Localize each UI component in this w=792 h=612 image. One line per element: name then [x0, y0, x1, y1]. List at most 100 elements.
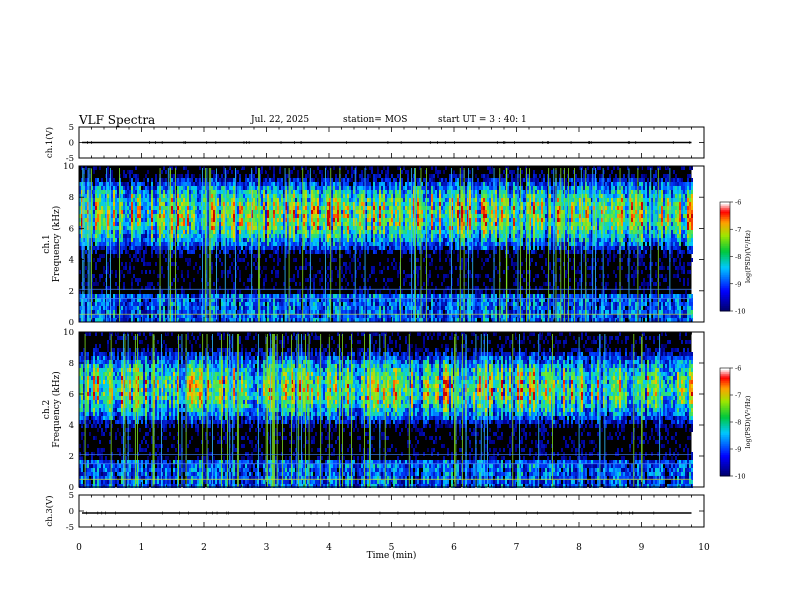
spectrogram-cell [387, 214, 389, 218]
spectrogram-cell [95, 246, 97, 250]
spectrogram-cell [363, 246, 365, 250]
spectrogram-cell [223, 182, 225, 186]
spectrogram-cell [277, 270, 279, 274]
spectrogram-cell [293, 310, 295, 314]
spectrogram-cell [131, 214, 133, 218]
spectrogram-cell [143, 254, 145, 258]
spectrogram-cell [97, 298, 99, 302]
spectrogram-cell [255, 198, 257, 202]
spectrogram-cell [253, 202, 255, 206]
spectrogram-cell [293, 278, 295, 282]
spectrogram-cell [109, 230, 111, 234]
spectrogram-cell [369, 318, 371, 322]
spectrogram-cell [105, 174, 107, 178]
spectrogram-cell [297, 210, 299, 214]
spectrogram-cell [149, 226, 151, 230]
spectrogram-cell [295, 198, 297, 202]
spectrogram-cell [107, 306, 109, 310]
spectrogram-cell [241, 318, 243, 322]
spectrogram-cell [125, 310, 127, 314]
spectrogram-cell [313, 318, 315, 322]
spectrogram-cell [101, 182, 103, 186]
spectrogram-cell [365, 186, 367, 190]
spectrogram-cell [389, 198, 391, 202]
spectrogram-cell [119, 278, 121, 282]
spectrogram-cell [307, 306, 309, 310]
spectrogram-cell [409, 282, 411, 286]
spectrogram-cell [233, 222, 235, 226]
spectrogram-cell [171, 310, 173, 314]
spectrogram-cell [263, 266, 265, 270]
spectrogram-cell [359, 198, 361, 202]
spectrogram-cell [213, 190, 215, 194]
spectrogram-cell [121, 302, 123, 306]
spectrogram-cell [369, 210, 371, 214]
spectrogram-cell [327, 286, 329, 290]
spectrogram-cell [93, 202, 95, 206]
spectrogram-cell [341, 294, 343, 298]
spectrogram-cell [165, 314, 167, 318]
spectrogram-cell [405, 294, 407, 298]
spectrogram-cell [413, 306, 415, 310]
spectrogram-cell [395, 306, 397, 310]
spectrogram-cell [227, 302, 229, 306]
spectrogram-cell [189, 314, 191, 318]
spectrogram-cell [275, 294, 277, 298]
spectrogram-cell [409, 186, 411, 190]
spectrogram-cell [351, 190, 353, 194]
spectrogram-cell [267, 226, 269, 230]
spectrogram-cell [409, 310, 411, 314]
spectrogram-cell [231, 290, 233, 294]
spectrogram-cell [253, 238, 255, 242]
spectrogram-cell [403, 246, 405, 250]
spectrogram-cell [157, 186, 159, 190]
spectrogram-cell [355, 274, 357, 278]
spectrogram-cell [109, 310, 111, 314]
spectrogram-cell [189, 282, 191, 286]
spectrogram-cell [369, 202, 371, 206]
spectrogram-cell [235, 198, 237, 202]
spectrogram-cell [373, 194, 375, 198]
spectrogram-cell [155, 214, 157, 218]
spectrogram-cell [365, 298, 367, 302]
spectrogram-cell [291, 246, 293, 250]
spectrogram-cell [157, 198, 159, 202]
spectrogram-cell [113, 226, 115, 230]
spectrogram-cell [79, 218, 81, 222]
spectrogram-cell [243, 198, 245, 202]
spectrogram-cell [253, 206, 255, 210]
spectrogram-cell [349, 254, 351, 258]
spectrogram-cell [265, 170, 267, 174]
spectrogram-cell [181, 298, 183, 302]
spectrogram-cell [119, 294, 121, 298]
spectrogram-cell [135, 190, 137, 194]
spectrogram-cell [111, 202, 113, 206]
spectrogram-cell [241, 182, 243, 186]
spectrogram-cell [143, 306, 145, 310]
spectrogram-cell [113, 206, 115, 210]
spectrogram-cell [155, 206, 157, 210]
spectrogram-cell [375, 178, 377, 182]
spectrogram-cell [135, 250, 137, 254]
spectrogram-cell [321, 226, 323, 230]
spectrogram-cell [177, 210, 179, 214]
spectrogram-cell [333, 186, 335, 190]
spectrogram-empty-1 [691, 166, 704, 322]
spectrogram-cell [133, 294, 135, 298]
spectrogram-cell [257, 242, 259, 246]
spectrogram-cell [197, 210, 199, 214]
spectrogram-cell [331, 278, 333, 282]
spectrogram-cell [399, 230, 401, 234]
spectrogram-cell [389, 250, 391, 254]
spectrogram-cell [383, 190, 385, 194]
spectrogram-cell [371, 194, 373, 198]
spectrogram-cell [113, 246, 115, 250]
spectrogram-cell [427, 194, 429, 198]
spectrogram-cell [329, 302, 331, 306]
spectrogram-cell [153, 230, 155, 234]
spectrogram-cell [111, 218, 113, 222]
spectrogram-cell [421, 238, 423, 242]
spectrogram-cell [151, 254, 153, 258]
spectrogram-cell [231, 190, 233, 194]
spectrogram-cell [317, 210, 319, 214]
